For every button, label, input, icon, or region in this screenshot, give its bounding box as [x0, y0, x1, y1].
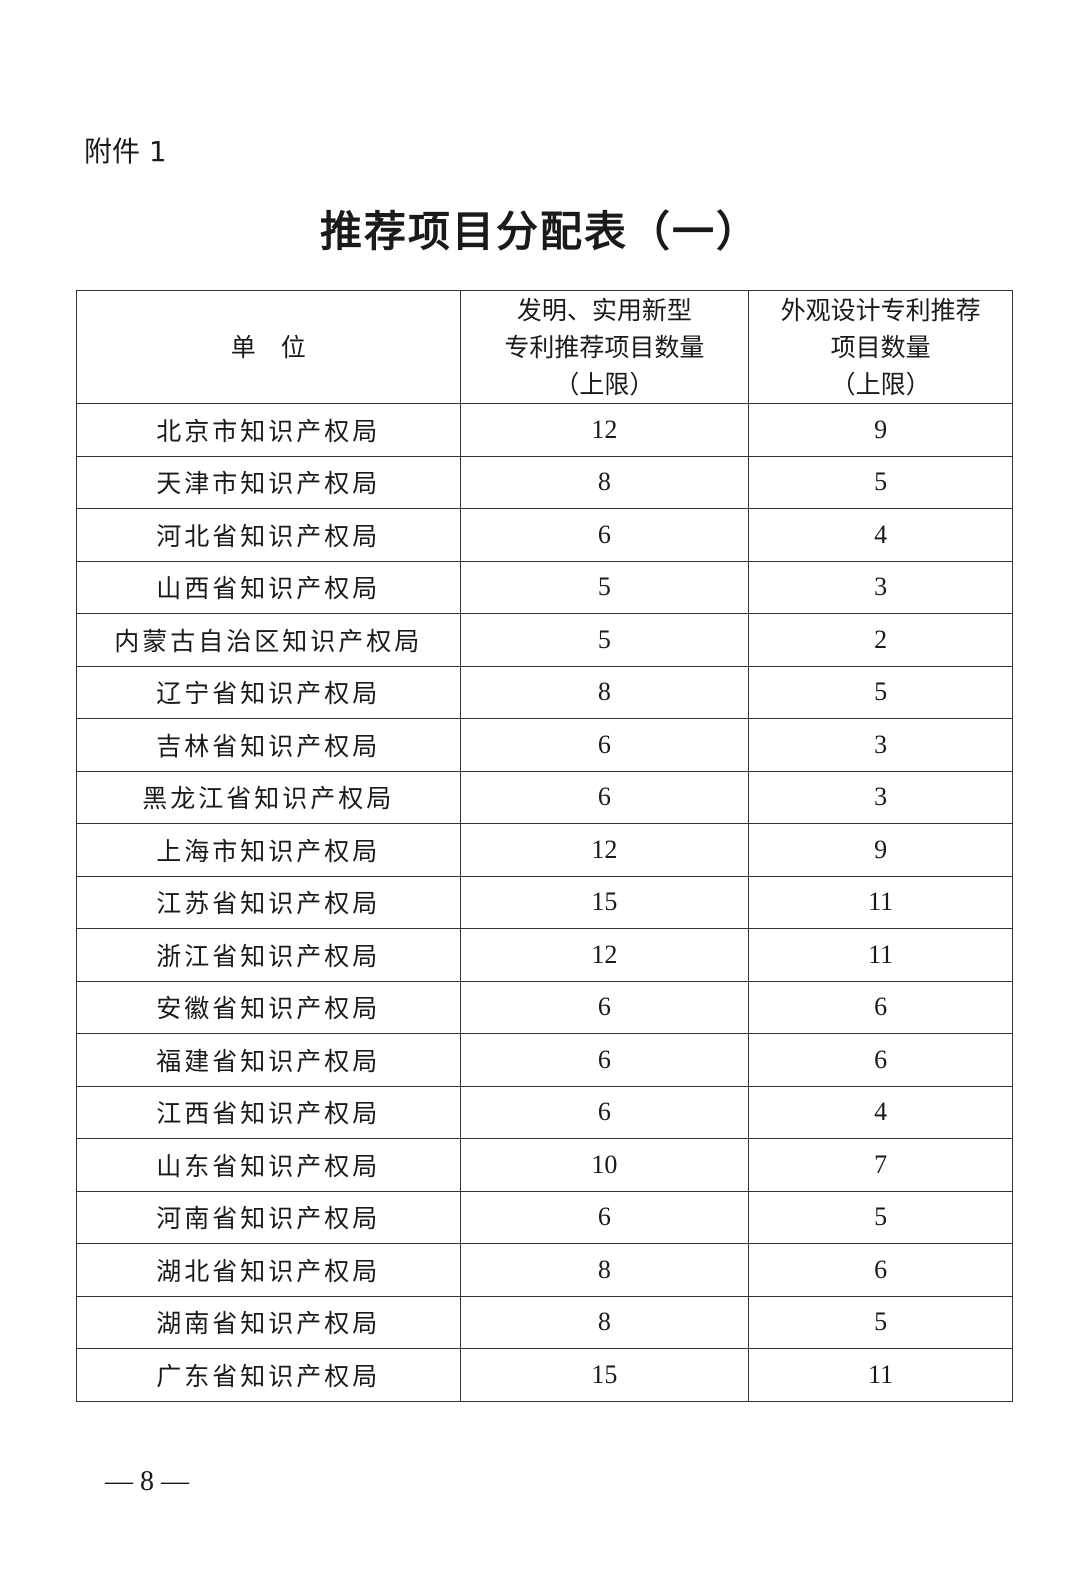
design-quota-cell: 5	[748, 1190, 1013, 1244]
unit-cell: 山西省知识产权局	[76, 560, 461, 614]
unit-cell: 天津市知识产权局	[76, 455, 461, 509]
unit-cell: 上海市知识产权局	[76, 823, 461, 877]
invention-utility-quota-cell: 12	[459, 403, 750, 457]
column-header-line: （上限）	[830, 369, 931, 399]
table-row: 江苏省知识产权局 15 11	[76, 875, 1013, 929]
design-quota-cell: 6	[748, 980, 1013, 1034]
unit-cell: 湖北省知识产权局	[76, 1243, 461, 1297]
unit-cell: 北京市知识产权局	[76, 403, 461, 457]
invention-utility-quota-cell: 15	[459, 1348, 750, 1402]
column-header-line: （上限）	[554, 369, 655, 399]
unit-cell: 吉林省知识产权局	[76, 718, 461, 772]
design-quota-cell: 5	[748, 665, 1013, 719]
invention-utility-quota-cell: 12	[459, 823, 750, 877]
invention-utility-quota-cell: 6	[459, 1033, 750, 1087]
table-row: 江西省知识产权局 6 4	[76, 1085, 1013, 1139]
design-quota-cell: 11	[748, 1348, 1013, 1402]
design-quota-cell: 4	[748, 508, 1013, 562]
table-row: 内蒙古自治区知识产权局 5 2	[76, 613, 1013, 667]
design-quota-cell: 4	[748, 1085, 1013, 1139]
invention-utility-quota-cell: 6	[459, 718, 750, 772]
invention-utility-quota-cell: 10	[459, 1138, 750, 1192]
column-header: 单 位	[76, 290, 461, 404]
table-row: 天津市知识产权局 8 5	[76, 455, 1013, 509]
page-number: — 8 —	[105, 1466, 189, 1497]
table-row: 湖南省知识产权局 8 5	[76, 1295, 1013, 1349]
unit-cell: 江西省知识产权局	[76, 1085, 461, 1139]
invention-utility-quota-cell: 6	[459, 770, 750, 824]
design-quota-cell: 9	[748, 403, 1013, 457]
unit-cell: 黑龙江省知识产权局	[76, 770, 461, 824]
unit-cell: 安徽省知识产权局	[76, 980, 461, 1034]
invention-utility-quota-cell: 8	[459, 455, 750, 509]
unit-cell: 浙江省知识产权局	[76, 928, 461, 982]
unit-cell: 河北省知识产权局	[76, 508, 461, 562]
invention-utility-quota-cell: 15	[459, 875, 750, 929]
column-header: 发明、实用新型 专利推荐项目数量 （上限）	[459, 290, 750, 404]
table-row: 辽宁省知识产权局 8 5	[76, 665, 1013, 719]
table-row: 安徽省知识产权局 6 6	[76, 980, 1013, 1034]
invention-utility-quota-cell: 12	[459, 928, 750, 982]
table-row: 黑龙江省知识产权局 6 3	[76, 770, 1013, 824]
table-row: 河北省知识产权局 6 4	[76, 508, 1013, 562]
design-quota-cell: 3	[748, 770, 1013, 824]
column-header-line: 发明、实用新型	[516, 295, 692, 325]
unit-cell: 辽宁省知识产权局	[76, 665, 461, 719]
invention-utility-quota-cell: 5	[459, 613, 750, 667]
table-row: 山西省知识产权局 5 3	[76, 560, 1013, 614]
table-row: 北京市知识产权局 12 9	[76, 403, 1013, 457]
design-quota-cell: 3	[748, 718, 1013, 772]
invention-utility-quota-cell: 6	[459, 1085, 750, 1139]
design-quota-cell: 9	[748, 823, 1013, 877]
column-header-line: 项目数量	[830, 332, 931, 362]
design-quota-cell: 11	[748, 928, 1013, 982]
design-quota-cell: 3	[748, 560, 1013, 614]
invention-utility-quota-cell: 6	[459, 980, 750, 1034]
attachment-label: 附件 1	[84, 135, 167, 168]
design-quota-cell: 2	[748, 613, 1013, 667]
table-row: 湖北省知识产权局 8 6	[76, 1243, 1013, 1297]
unit-cell: 江苏省知识产权局	[76, 875, 461, 929]
table-row: 广东省知识产权局 15 11	[76, 1348, 1013, 1402]
table-row: 福建省知识产权局 6 6	[76, 1033, 1013, 1087]
unit-cell: 山东省知识产权局	[76, 1138, 461, 1192]
design-quota-cell: 6	[748, 1243, 1013, 1297]
invention-utility-quota-cell: 5	[459, 560, 750, 614]
invention-utility-quota-cell: 8	[459, 1295, 750, 1349]
invention-utility-quota-cell: 8	[459, 1243, 750, 1297]
invention-utility-quota-cell: 6	[459, 1190, 750, 1244]
unit-cell: 河南省知识产权局	[76, 1190, 461, 1244]
unit-cell: 湖南省知识产权局	[76, 1295, 461, 1349]
table-row: 河南省知识产权局 6 5	[76, 1190, 1013, 1244]
unit-cell: 广东省知识产权局	[76, 1348, 461, 1402]
design-quota-cell: 7	[748, 1138, 1013, 1192]
page-title: 推荐项目分配表（一）	[319, 207, 760, 256]
unit-cell: 福建省知识产权局	[76, 1033, 461, 1087]
invention-utility-quota-cell: 8	[459, 665, 750, 719]
table-row: 吉林省知识产权局 6 3	[76, 718, 1013, 772]
allocation-table: 单 位 发明、实用新型 专利推荐项目数量 （上限） 外观设计专利推荐 项目数量 （上限） 北…	[76, 290, 1013, 1402]
invention-utility-quota-cell: 6	[459, 508, 750, 562]
column-header-line: 单 位	[230, 332, 306, 362]
table-row: 山东省知识产权局 10 7	[76, 1138, 1013, 1192]
table-row: 浙江省知识产权局 12 11	[76, 928, 1013, 982]
design-quota-cell: 11	[748, 875, 1013, 929]
table-row: 上海市知识产权局 12 9	[76, 823, 1013, 877]
column-header-line: 专利推荐项目数量	[504, 332, 705, 362]
unit-cell: 内蒙古自治区知识产权局	[76, 613, 461, 667]
design-quota-cell: 6	[748, 1033, 1013, 1087]
column-header-line: 外观设计专利推荐	[780, 295, 981, 325]
design-quota-cell: 5	[748, 455, 1013, 509]
column-header: 外观设计专利推荐 项目数量 （上限）	[748, 290, 1013, 404]
table-header-row: 单 位 发明、实用新型 专利推荐项目数量 （上限） 外观设计专利推荐 项目数量 （上限）	[76, 290, 1013, 404]
design-quota-cell: 5	[748, 1295, 1013, 1349]
